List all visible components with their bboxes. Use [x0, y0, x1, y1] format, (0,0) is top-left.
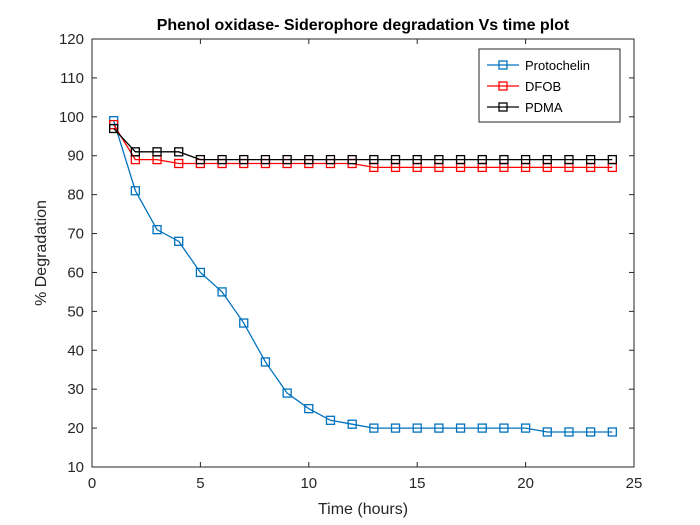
- data-point-pdma: [239, 154, 249, 165]
- data-point-protochelin: [585, 427, 596, 437]
- series-layer: [109, 116, 617, 437]
- y-tick-label: 120: [59, 31, 84, 48]
- x-tick-label: 0: [88, 475, 96, 492]
- legend-item-dfob: DFOB: [487, 79, 561, 94]
- data-point-pdma: [607, 154, 617, 165]
- legend: Protochelin DFOB PDMA: [478, 48, 621, 123]
- data-point-protochelin: [260, 357, 271, 367]
- x-tick-label: 5: [196, 475, 204, 492]
- legend-label: Protochelin: [525, 58, 590, 73]
- x-tick-label: 15: [409, 475, 426, 492]
- y-axis-label: % Degradation: [33, 200, 50, 306]
- data-point-pdma: [347, 154, 357, 165]
- data-point-dfob: [174, 158, 184, 169]
- data-point-protochelin: [369, 423, 379, 433]
- data-point-pdma: [412, 154, 422, 165]
- y-tick-label: 70: [67, 226, 84, 243]
- data-point-protochelin: [152, 225, 162, 235]
- axes: 0 5 10 15 20 25 10 20 30 40 50 60 70 80 90 100 110 120: [59, 31, 642, 492]
- x-tick-label: 10: [300, 475, 317, 492]
- data-point-protochelin: [564, 427, 574, 437]
- y-tick-label: 20: [67, 420, 84, 437]
- data-point-pdma: [325, 154, 336, 165]
- data-point-pdma: [542, 154, 552, 165]
- data-point-protochelin: [325, 415, 336, 425]
- data-point-protochelin: [434, 423, 444, 433]
- y-tick-label: 10: [67, 459, 84, 476]
- data-point-protochelin: [520, 423, 531, 433]
- data-point-protochelin: [542, 427, 552, 437]
- data-point-pdma: [520, 154, 531, 165]
- data-point-pdma: [434, 154, 444, 165]
- chart-title: Phenol oxidase- Siderophore degradation …: [157, 17, 570, 34]
- data-point-pdma: [369, 154, 379, 165]
- y-tick-label: 100: [59, 109, 84, 126]
- data-point-protochelin: [174, 236, 184, 246]
- series-pdma: [109, 123, 617, 165]
- data-point-pdma: [174, 147, 184, 157]
- data-point-pdma: [304, 154, 314, 165]
- data-point-pdma: [564, 154, 574, 165]
- data-point-pdma: [390, 154, 401, 165]
- data-point-pdma: [455, 154, 466, 165]
- legend-item-pdma: PDMA: [487, 100, 563, 115]
- data-point-protochelin: [195, 267, 206, 278]
- legend-swatch-marker: [498, 60, 508, 70]
- y-tick-label: 60: [67, 264, 84, 281]
- data-point-protochelin: [477, 423, 487, 433]
- data-point-protochelin: [130, 186, 141, 196]
- legend-item-protochelin: Protochelin: [487, 58, 590, 73]
- data-point-pdma: [109, 123, 119, 134]
- data-point-pdma: [260, 154, 271, 165]
- data-point-protochelin: [282, 388, 292, 398]
- data-point-protochelin: [390, 423, 401, 433]
- y-tick-label: 90: [67, 148, 84, 165]
- data-point-pdma: [217, 154, 227, 165]
- data-point-pdma: [585, 154, 596, 165]
- data-point-protochelin: [347, 419, 357, 429]
- data-point-protochelin: [239, 318, 249, 328]
- data-point-pdma: [195, 154, 206, 165]
- legend-label: DFOB: [525, 79, 561, 94]
- legend-label: PDMA: [525, 100, 563, 115]
- y-tick-label: 40: [67, 342, 84, 359]
- legend-swatch-marker: [498, 102, 508, 112]
- legend-swatch-marker: [498, 81, 508, 91]
- data-point-pdma: [152, 147, 162, 157]
- data-point-pdma: [499, 154, 509, 165]
- data-point-protochelin: [304, 403, 314, 414]
- data-point-pdma: [477, 154, 487, 165]
- x-axis-label: Time (hours): [318, 501, 408, 518]
- y-tick-label: 80: [67, 187, 84, 204]
- y-tick-label: 50: [67, 303, 84, 320]
- data-point-pdma: [282, 154, 292, 165]
- data-point-protochelin: [607, 427, 617, 437]
- series-protochelin: [109, 116, 617, 437]
- data-point-pdma: [130, 147, 141, 157]
- data-point-protochelin: [217, 287, 227, 297]
- data-point-protochelin: [499, 423, 509, 433]
- x-tick-label: 25: [626, 475, 643, 492]
- y-tick-label: 110: [60, 70, 84, 87]
- data-point-protochelin: [455, 423, 466, 433]
- data-point-protochelin: [412, 423, 422, 433]
- x-tick-label: 20: [517, 475, 534, 492]
- y-tick-label: 30: [67, 381, 84, 398]
